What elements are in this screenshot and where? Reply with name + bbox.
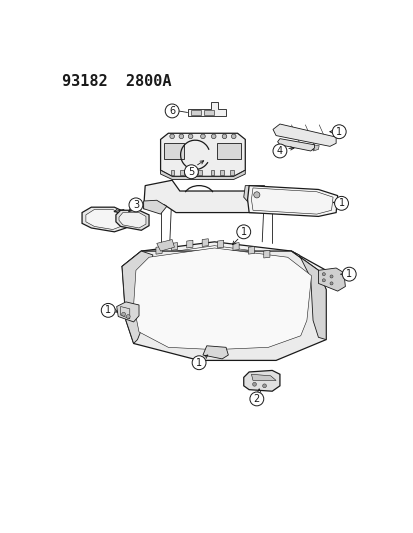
Text: 1: 1 — [335, 127, 342, 137]
Polygon shape — [157, 239, 174, 251]
Circle shape — [129, 198, 142, 212]
Circle shape — [272, 144, 286, 158]
Polygon shape — [122, 251, 325, 360]
Polygon shape — [263, 251, 269, 258]
Circle shape — [184, 165, 198, 179]
Polygon shape — [217, 240, 223, 248]
Polygon shape — [272, 124, 335, 147]
Circle shape — [342, 267, 355, 281]
Text: 1: 1 — [338, 198, 344, 208]
Text: 2: 2 — [253, 394, 259, 404]
Circle shape — [321, 273, 325, 276]
Polygon shape — [160, 133, 244, 176]
Polygon shape — [133, 248, 311, 350]
Circle shape — [334, 196, 348, 210]
Text: 4: 4 — [276, 146, 282, 156]
Polygon shape — [143, 180, 260, 213]
Circle shape — [188, 134, 192, 139]
Polygon shape — [247, 185, 337, 216]
Polygon shape — [85, 209, 123, 230]
Polygon shape — [202, 346, 228, 359]
Text: 1: 1 — [195, 358, 202, 368]
Text: 3: 3 — [133, 200, 139, 210]
Polygon shape — [198, 170, 202, 175]
Circle shape — [165, 104, 179, 118]
Text: 5: 5 — [188, 167, 194, 177]
Circle shape — [332, 125, 345, 139]
Circle shape — [231, 134, 235, 139]
Polygon shape — [122, 242, 325, 299]
Polygon shape — [216, 143, 241, 159]
Circle shape — [179, 134, 183, 139]
Polygon shape — [171, 243, 177, 251]
Polygon shape — [202, 239, 208, 246]
Circle shape — [249, 392, 263, 406]
Polygon shape — [170, 170, 174, 175]
Polygon shape — [248, 246, 254, 254]
Polygon shape — [82, 207, 126, 232]
Polygon shape — [243, 185, 266, 203]
Polygon shape — [277, 139, 314, 151]
Polygon shape — [116, 302, 139, 322]
Circle shape — [192, 356, 206, 370]
Circle shape — [222, 134, 226, 139]
Polygon shape — [116, 210, 149, 230]
Polygon shape — [210, 170, 214, 175]
Polygon shape — [233, 243, 239, 251]
Circle shape — [211, 134, 216, 139]
Polygon shape — [187, 102, 225, 116]
Polygon shape — [318, 268, 344, 291]
Text: 6: 6 — [169, 106, 175, 116]
Polygon shape — [243, 370, 279, 391]
Polygon shape — [189, 170, 192, 175]
Polygon shape — [312, 145, 318, 151]
Circle shape — [121, 312, 125, 316]
Polygon shape — [291, 251, 325, 340]
Polygon shape — [186, 240, 192, 248]
Polygon shape — [229, 170, 233, 175]
Circle shape — [126, 314, 130, 318]
Polygon shape — [179, 170, 183, 175]
Circle shape — [329, 282, 332, 285]
Circle shape — [200, 134, 205, 139]
Circle shape — [321, 279, 325, 282]
Polygon shape — [143, 200, 166, 214]
Polygon shape — [122, 251, 152, 343]
Polygon shape — [251, 374, 275, 381]
Polygon shape — [119, 213, 146, 228]
Circle shape — [262, 384, 266, 387]
Circle shape — [101, 303, 115, 317]
Text: 1: 1 — [105, 305, 111, 316]
Polygon shape — [204, 110, 214, 115]
Polygon shape — [164, 143, 183, 159]
Circle shape — [253, 192, 259, 198]
Circle shape — [329, 275, 332, 278]
Polygon shape — [156, 246, 162, 254]
Polygon shape — [160, 170, 244, 180]
Circle shape — [169, 134, 174, 139]
Circle shape — [252, 382, 256, 386]
Text: 1: 1 — [345, 269, 351, 279]
Text: 1: 1 — [240, 227, 246, 237]
Polygon shape — [191, 110, 201, 115]
Polygon shape — [132, 246, 314, 296]
Text: 93182  2800A: 93182 2800A — [62, 74, 171, 89]
Polygon shape — [219, 170, 223, 175]
Circle shape — [236, 225, 250, 239]
